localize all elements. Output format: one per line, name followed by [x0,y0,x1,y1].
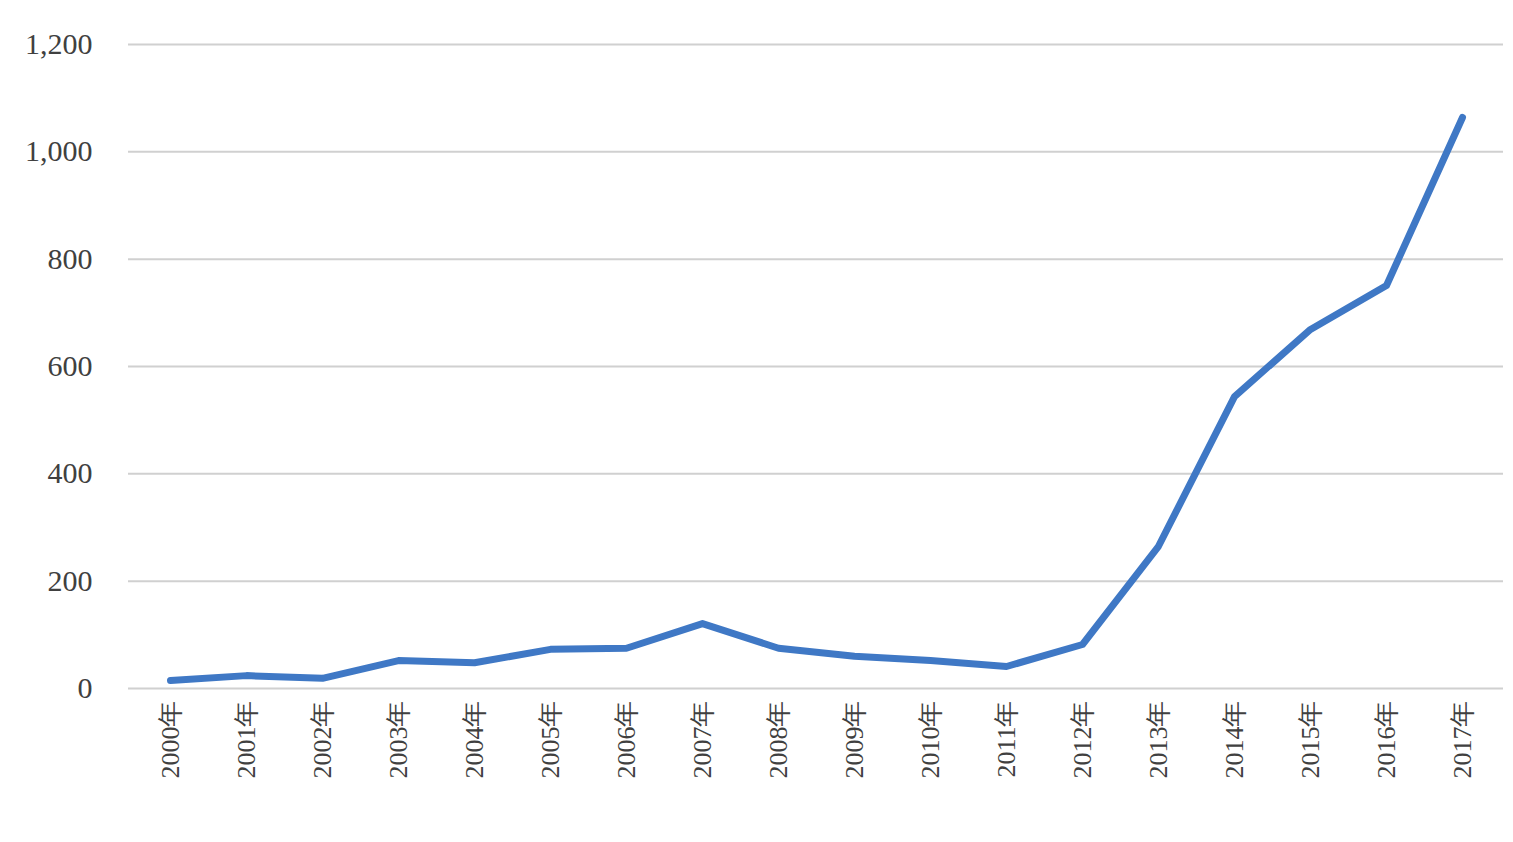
svg-text:2005年: 2005年 [536,701,565,779]
svg-text:400: 400 [48,456,93,489]
svg-text:2000年: 2000年 [156,701,185,779]
svg-text:2009年: 2009年 [840,701,869,779]
svg-text:2017年: 2017年 [1448,701,1477,779]
svg-text:2001年: 2001年 [232,701,261,779]
svg-text:600: 600 [48,349,93,382]
svg-text:0: 0 [78,671,93,704]
svg-text:2006年: 2006年 [612,701,641,779]
svg-text:2013年: 2013年 [1144,701,1173,779]
svg-text:2014年: 2014年 [1220,701,1249,779]
svg-text:2007年: 2007年 [688,701,717,779]
svg-text:1,000: 1,000 [25,134,93,167]
svg-text:2010年: 2010年 [916,701,945,779]
svg-text:2003年: 2003年 [384,701,413,779]
svg-text:2012年: 2012年 [1068,701,1097,779]
svg-text:2008年: 2008年 [764,701,793,779]
svg-text:2011年: 2011年 [992,701,1021,778]
svg-text:2002年: 2002年 [308,701,337,779]
svg-text:2004年: 2004年 [460,701,489,779]
svg-text:2016年: 2016年 [1372,701,1401,779]
svg-text:2015年: 2015年 [1296,701,1325,779]
svg-text:1,200: 1,200 [25,27,93,60]
svg-text:800: 800 [48,242,93,275]
svg-text:200: 200 [48,564,93,597]
